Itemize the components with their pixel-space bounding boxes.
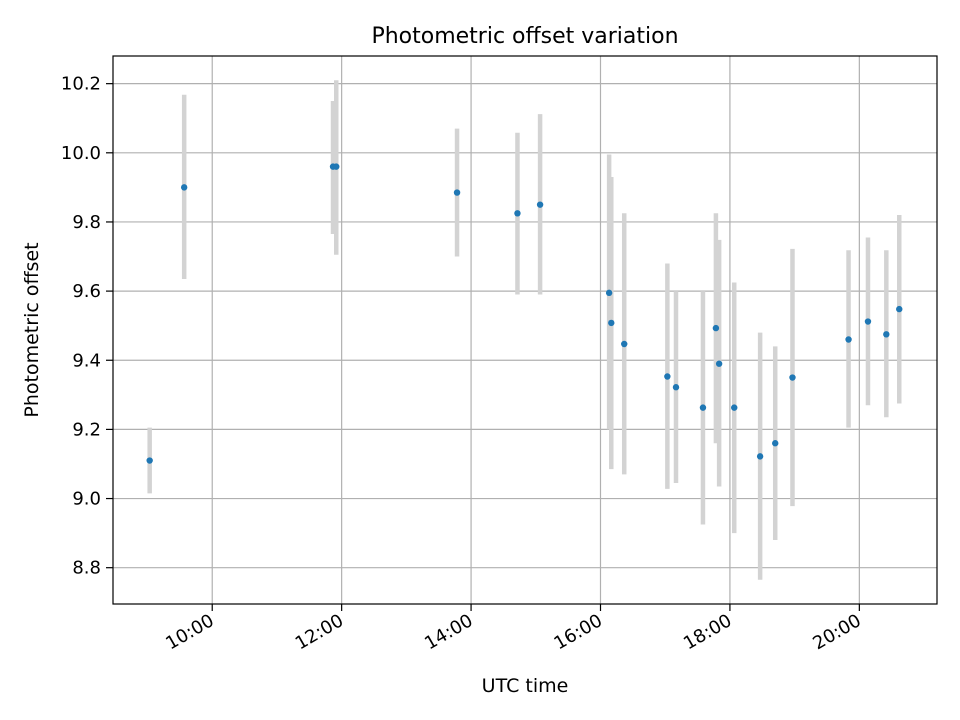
data-point xyxy=(864,318,872,325)
data-point xyxy=(883,331,890,338)
data-point xyxy=(605,289,613,297)
data-point xyxy=(536,201,544,208)
data-point xyxy=(333,163,340,170)
data-point xyxy=(712,324,720,332)
data-point xyxy=(664,373,671,380)
data-point xyxy=(453,189,461,196)
data-point xyxy=(608,319,615,327)
data-point xyxy=(672,384,680,391)
data-point xyxy=(621,340,628,348)
data-point xyxy=(180,184,188,191)
data-point xyxy=(514,210,521,217)
data-point xyxy=(699,404,707,411)
plot-frame xyxy=(112,55,938,605)
chart-title: Photometric offset variation xyxy=(371,24,678,49)
data-point xyxy=(845,336,852,343)
data-points xyxy=(146,163,903,464)
data-point xyxy=(146,457,153,464)
y-tick-label: 9.6 xyxy=(72,281,101,302)
y-tick-label: 10.2 xyxy=(61,74,101,95)
data-point xyxy=(789,374,796,381)
y-axis-label: Photometric offset xyxy=(21,242,43,417)
y-tick-label: 10.0 xyxy=(61,143,101,164)
data-point xyxy=(731,404,738,411)
grid xyxy=(113,56,937,604)
x-axis-label: UTC time xyxy=(482,675,569,697)
y-tick-label: 9.8 xyxy=(72,212,101,233)
data-point xyxy=(715,360,723,367)
y-tick-label: 9.2 xyxy=(72,419,101,440)
y-tick-label: 9.0 xyxy=(72,489,101,510)
data-point xyxy=(896,305,903,313)
data-point xyxy=(772,440,779,447)
y-tick-label: 8.8 xyxy=(72,558,101,579)
data-point xyxy=(756,453,764,460)
y-tick-label: 9.4 xyxy=(72,350,101,371)
